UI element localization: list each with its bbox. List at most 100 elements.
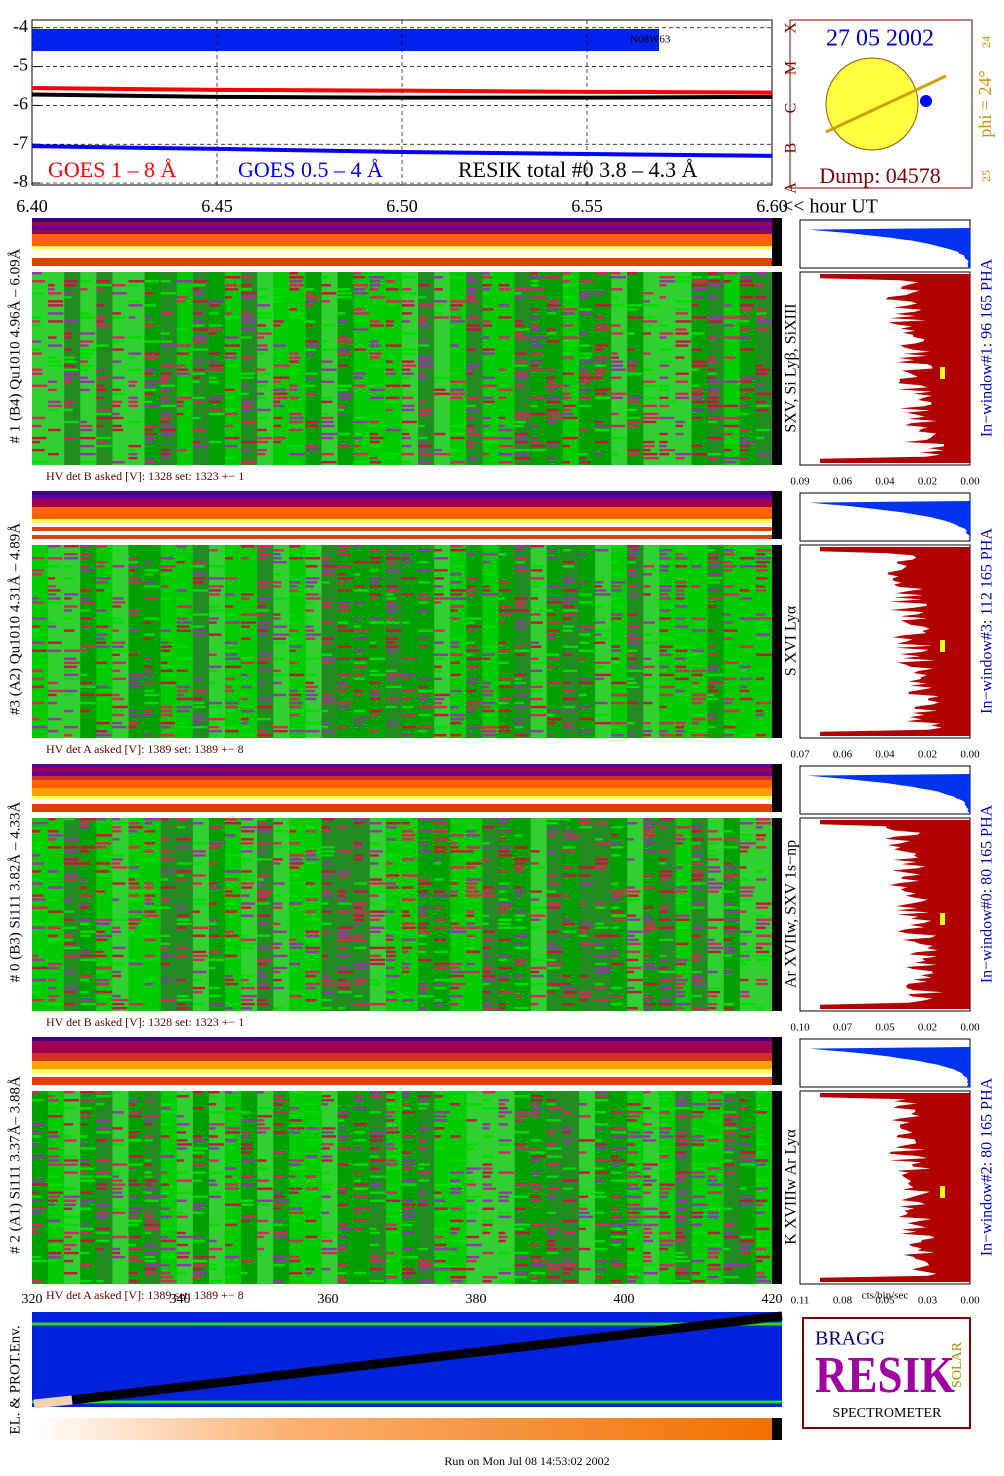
raster-cell: [192, 990, 203, 994]
strip-band: [32, 788, 772, 792]
raster-cell: [498, 1239, 506, 1243]
raster-cell: [707, 1139, 719, 1142]
raster-cell: [321, 292, 337, 295]
raster-cell: [160, 681, 177, 685]
raster-cell: [514, 328, 530, 331]
raster-cell: [321, 709, 329, 713]
raster-cell: [112, 1175, 120, 1178]
raster-cell: [627, 593, 640, 596]
raster-cell: [385, 288, 399, 291]
raster-cell: [755, 1091, 765, 1094]
raster-cell: [128, 561, 138, 564]
raster-cell: [257, 898, 266, 901]
raster-cell: [530, 276, 546, 279]
raster-cell: [64, 677, 80, 681]
raster-cell: [675, 1171, 691, 1174]
raster-cell: [48, 545, 61, 548]
raster-cell: [627, 1135, 644, 1138]
raster-cell: [160, 942, 171, 946]
raster-cell: [64, 1271, 78, 1275]
raster-cell: [498, 1111, 513, 1114]
raster-cell: [225, 653, 237, 656]
raster-cell: [192, 633, 205, 636]
raster-cell: [466, 621, 476, 624]
raster-cell: [739, 589, 749, 592]
raster-cell: [755, 400, 766, 404]
raster-cell: [305, 597, 321, 600]
raster-cell: [369, 296, 385, 299]
raster-cell: [755, 1095, 766, 1098]
raster-cell: [273, 1235, 288, 1239]
raster-cell: [675, 332, 689, 335]
raster-cell: [498, 605, 511, 608]
raster-cell: [176, 1159, 185, 1162]
raster-cell: [755, 1239, 770, 1243]
raster-cell: [514, 1207, 526, 1211]
hist-tick-label: 0.02: [918, 476, 937, 488]
raster-cell: [48, 649, 61, 652]
raster-cell: [144, 665, 153, 669]
raster-cell: [385, 838, 396, 841]
raster-cell: [32, 966, 48, 970]
raster-cell: [595, 1139, 602, 1142]
raster-cell: [225, 364, 237, 367]
strip-band: [32, 535, 772, 539]
raster-cell: [418, 910, 425, 913]
raster-cell: [96, 388, 107, 392]
raster-cell: [257, 328, 271, 331]
raster-cell: [707, 416, 724, 420]
hist-tick-label: 0.00: [960, 1022, 980, 1034]
raster-cell: [659, 970, 676, 974]
raster-cell: [675, 276, 692, 279]
raster-cell: [755, 372, 767, 375]
raster-cell: [112, 641, 126, 644]
raster-cell: [498, 922, 511, 925]
raster-cell: [402, 593, 413, 596]
raster-cell: [627, 986, 635, 990]
raster-cell: [402, 553, 411, 556]
raster-cell: [128, 962, 144, 966]
raster-cell: [305, 970, 320, 974]
raster-cell: [208, 617, 219, 620]
raster-cell: [562, 922, 575, 925]
raster-cell: [176, 412, 184, 416]
raster-cell: [112, 340, 125, 343]
raster-cell: [192, 1207, 201, 1211]
raster-cell: [48, 1191, 64, 1194]
raster-cell: [578, 1203, 586, 1206]
raster-cell: [498, 384, 509, 387]
raster-cell: [144, 1183, 154, 1186]
raster-cell: [659, 653, 672, 656]
raster-cell: [144, 713, 153, 717]
raster-cell: [337, 352, 352, 355]
raster-cell: [369, 1259, 386, 1263]
raster-col: [482, 272, 500, 465]
raster-col: [611, 1091, 628, 1284]
raster-cell: [562, 1139, 573, 1142]
logo-side: SOLAR: [950, 1341, 965, 1388]
raster-cell: [128, 677, 142, 681]
raster-cell: [208, 324, 222, 327]
raster-cell: [64, 356, 76, 359]
raster-cell: [546, 822, 559, 825]
raster-cell: [450, 545, 463, 548]
raster-cell: [418, 713, 432, 717]
raster-cell: [289, 585, 297, 588]
raster-cell: [707, 557, 718, 560]
raster-cell: [241, 906, 252, 909]
raster-cell: [96, 733, 112, 737]
raster-cell: [64, 593, 79, 596]
raster-cell: [321, 1195, 331, 1198]
raster-cell: [498, 284, 509, 287]
strip-band: [32, 772, 772, 776]
raster-cell: [466, 830, 476, 833]
raster-cell: [337, 1191, 346, 1194]
raster-cell: [466, 826, 476, 829]
raster-cell: [80, 589, 92, 592]
raster-cell: [691, 1279, 705, 1283]
raster-col: [257, 545, 274, 738]
raster-cell: [402, 1095, 409, 1098]
raster-col: [739, 272, 757, 465]
raster-cell: [659, 1167, 669, 1170]
raster-cell: [160, 1195, 168, 1198]
